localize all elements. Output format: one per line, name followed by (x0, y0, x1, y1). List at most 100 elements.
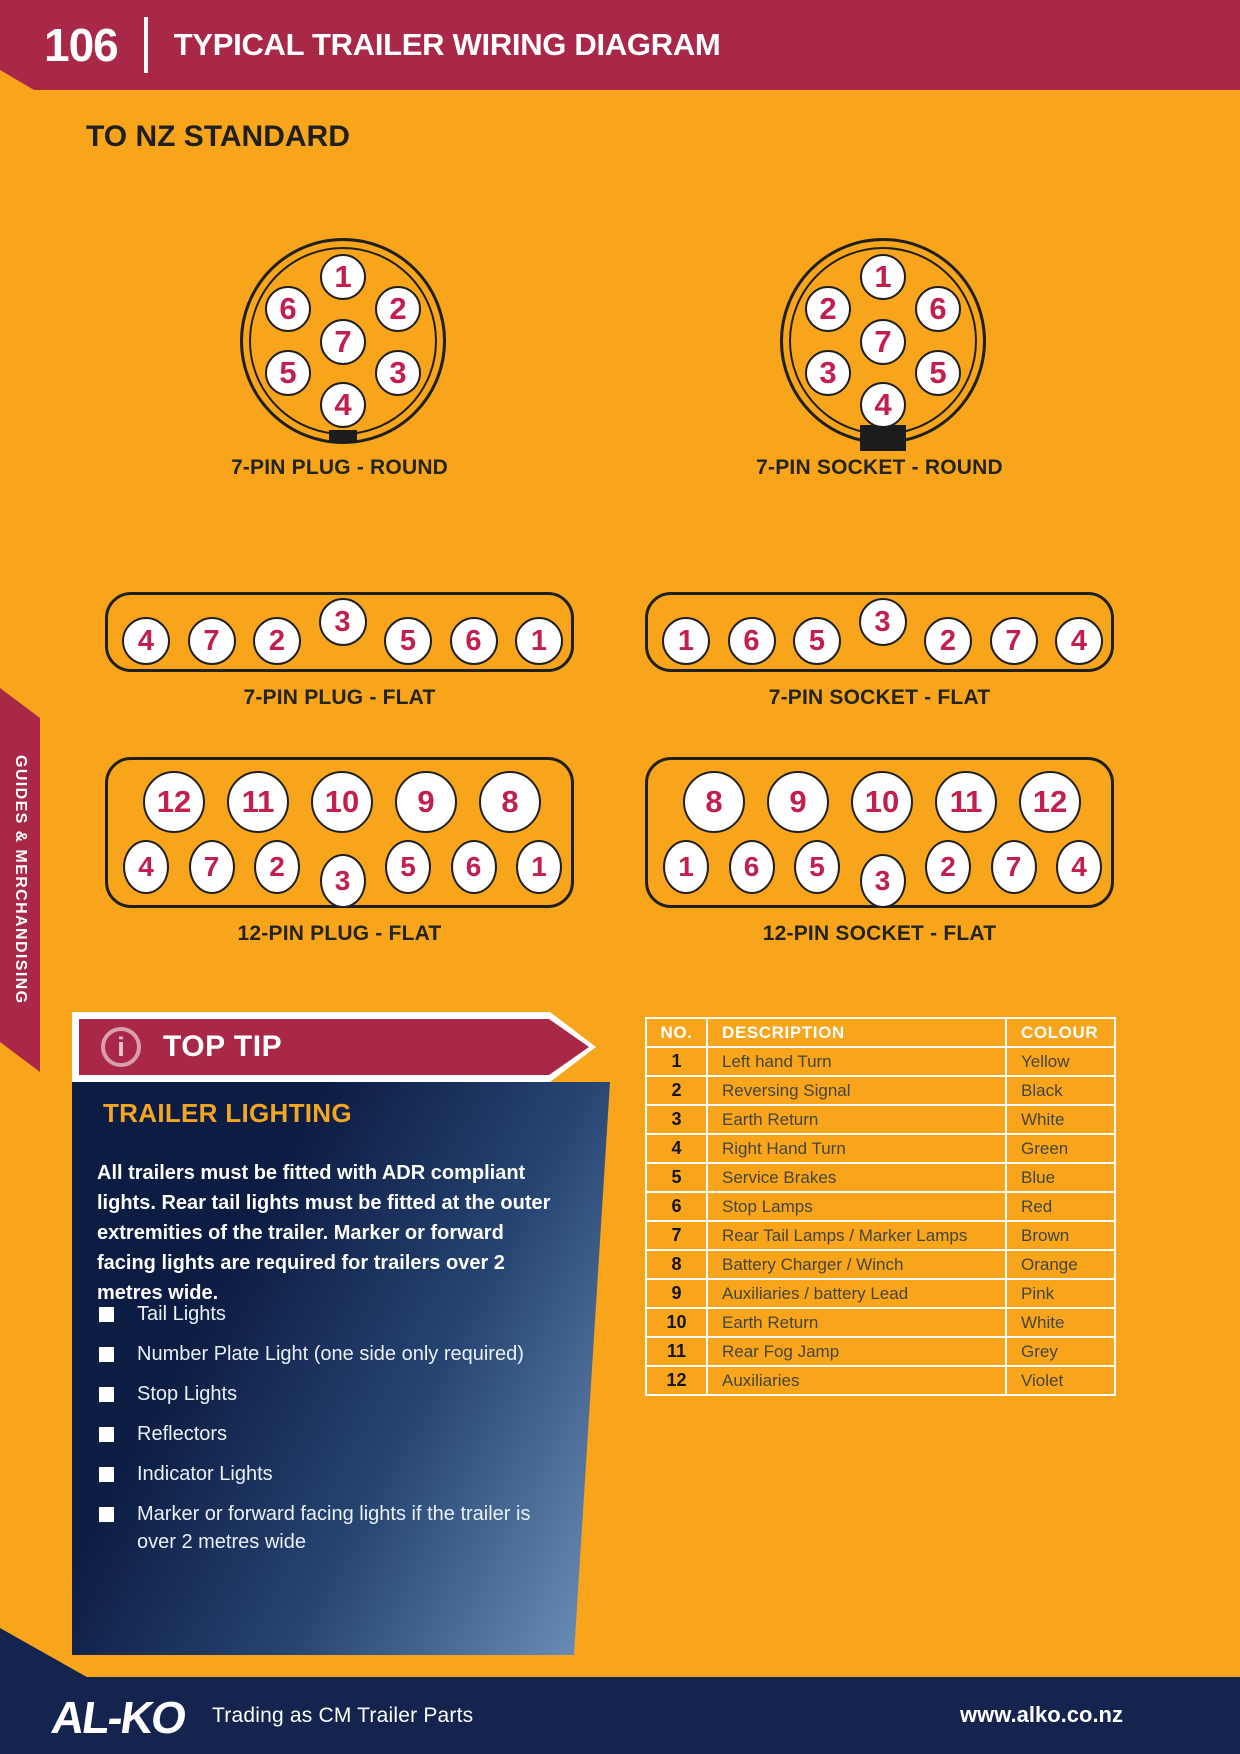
table-row: 8 Battery Charger / Winch Orange (645, 1249, 1116, 1280)
cell-pin-number: 6 (645, 1191, 708, 1222)
pin-3: 3 (858, 598, 907, 646)
cell-pin-number: 11 (645, 1336, 708, 1367)
lighting-bullet-item: Stop Lights (97, 1380, 567, 1408)
table-row: 9 Auxiliaries / battery Lead Pink (645, 1278, 1116, 1309)
column-header-description: DESCRIPTION (706, 1017, 1007, 1048)
cell-colour: Red (1005, 1191, 1116, 1222)
column-header-no: NO. (645, 1017, 708, 1048)
pin-3: 3 (375, 350, 421, 396)
table-row: 2 Reversing Signal Black (645, 1075, 1116, 1106)
header-bar: 106 TYPICAL TRAILER WIRING DIAGRAM (0, 0, 1240, 90)
cell-pin-number: 8 (645, 1249, 708, 1280)
pin-6: 6 (915, 286, 961, 332)
pin-9: 9 (767, 771, 829, 833)
pin-12: 12 (1019, 771, 1081, 833)
cell-description: Stop Lamps (706, 1191, 1007, 1222)
pin-2: 2 (254, 840, 300, 894)
table-row: 12 Auxiliaries Violet (645, 1365, 1116, 1396)
cell-description: Right Hand Turn (706, 1133, 1007, 1164)
flat7-plug-label: 7-PIN PLUG - FLAT (243, 686, 436, 709)
pin-2: 2 (805, 286, 851, 332)
cell-colour: Yellow (1005, 1046, 1116, 1077)
round-socket-label: 7-PIN SOCKET - ROUND (756, 456, 1003, 479)
trailer-lighting-paragraph: All trailers must be fitted with ADR com… (97, 1162, 551, 1304)
pin-5: 5 (385, 840, 431, 894)
pin-6: 6 (265, 286, 311, 332)
cell-colour: Orange (1005, 1249, 1116, 1280)
top-tip-banner-inner: i TOP TIP (79, 1019, 589, 1075)
lighting-bullet-item: Number Plate Light (one side only requir… (97, 1340, 567, 1368)
table-row: 10 Earth Return White (645, 1307, 1116, 1338)
table-row: 7 Rear Tail Lamps / Marker Lamps Brown (645, 1220, 1116, 1251)
cell-pin-number: 10 (645, 1307, 708, 1338)
cell-colour: White (1005, 1104, 1116, 1135)
table-body: 1 Left hand Turn Yellow 2 Reversing Signal Bl… (645, 1046, 1116, 1396)
lighting-bullet-item: Marker or forward facing lights if the t… (97, 1500, 567, 1556)
pin-1: 1 (860, 254, 906, 300)
header-divider (143, 17, 148, 73)
pin-10: 10 (851, 771, 913, 833)
cell-pin-number: 7 (645, 1220, 708, 1251)
pin-2: 2 (253, 617, 301, 665)
round-plug-label: 7-PIN PLUG - ROUND (230, 456, 449, 479)
top-tip-label: TOP TIP (163, 1030, 283, 1063)
standard-heading: TO NZ STANDARD (86, 120, 350, 153)
trailer-lighting-bullet-list: Tail Lights Number Plate Light (one side … (97, 1300, 567, 1568)
twelve-pin-flat-plug-diagram: 12 11 10 9 8 4 7 2 3 5 6 1 (105, 757, 574, 908)
cell-colour: Violet (1005, 1365, 1116, 1396)
table-row: 5 Service Brakes Blue (645, 1162, 1116, 1193)
footer-website-link[interactable]: www.alko.co.nz (960, 1702, 1123, 1727)
pin-7: 7 (860, 319, 906, 365)
cell-description: Battery Charger / Winch (706, 1249, 1007, 1280)
cell-description: Earth Return (706, 1104, 1007, 1135)
cell-pin-number: 12 (645, 1365, 708, 1396)
wiring-colour-table: NO. DESCRIPTION COLOUR 1 Left hand Turn Ye… (645, 1017, 1116, 1396)
cell-colour: Green (1005, 1133, 1116, 1164)
pin-2: 2 (375, 286, 421, 332)
pin-8: 8 (479, 771, 541, 833)
pin-1: 1 (320, 254, 366, 300)
pin-5: 5 (265, 350, 311, 396)
pin-11: 11 (227, 771, 289, 833)
page-number: 106 (44, 19, 119, 71)
pin-7: 7 (187, 617, 236, 665)
pin-4: 4 (860, 382, 906, 428)
trailer-lighting-heading: TRAILER LIGHTING (103, 1098, 352, 1128)
pin-4: 4 (1056, 840, 1102, 894)
cell-description: Left hand Turn (706, 1046, 1007, 1077)
cell-pin-number: 9 (645, 1278, 708, 1309)
pin-9: 9 (395, 771, 457, 833)
pin-5: 5 (794, 840, 840, 894)
page-title: TYPICAL TRAILER WIRING DIAGRAM (173, 27, 721, 62)
pin-8: 8 (683, 771, 745, 833)
cell-description: Rear Tail Lamps / Marker Lamps (706, 1220, 1007, 1251)
pin-11: 11 (935, 771, 997, 833)
cell-colour: Blue (1005, 1162, 1116, 1193)
top-tip-banner: i TOP TIP (72, 1012, 596, 1082)
pin-4: 4 (123, 840, 169, 894)
cell-description: Earth Return (706, 1307, 1007, 1338)
pin-10: 10 (311, 771, 373, 833)
sidebar-section-label: GUIDES & MERCHANDISING (12, 755, 29, 1005)
lighting-bullet-item: Tail Lights (97, 1300, 567, 1328)
pin-3: 3 (318, 598, 367, 646)
pin-5: 5 (384, 617, 432, 665)
flat7-socket-label: 7-PIN SOCKET - FLAT (768, 686, 991, 709)
flat12-socket-label: 12-PIN SOCKET - FLAT (762, 922, 997, 945)
pin-4: 4 (320, 382, 366, 428)
cell-description: Auxiliaries (706, 1365, 1007, 1396)
cell-pin-number: 1 (645, 1046, 708, 1077)
table-row: 6 Stop Lamps Red (645, 1191, 1116, 1222)
pin-6: 6 (728, 840, 775, 894)
table-header-row: NO. DESCRIPTION COLOUR (645, 1017, 1116, 1048)
table-row: 4 Right Hand Turn Green (645, 1133, 1116, 1164)
lighting-bullet-item: Indicator Lights (97, 1460, 567, 1488)
pin-1: 1 (516, 840, 562, 894)
sidebar-section-banner: GUIDES & MERCHANDISING (0, 688, 40, 1072)
pin-7: 7 (188, 840, 235, 894)
pin-3: 3 (805, 350, 851, 396)
